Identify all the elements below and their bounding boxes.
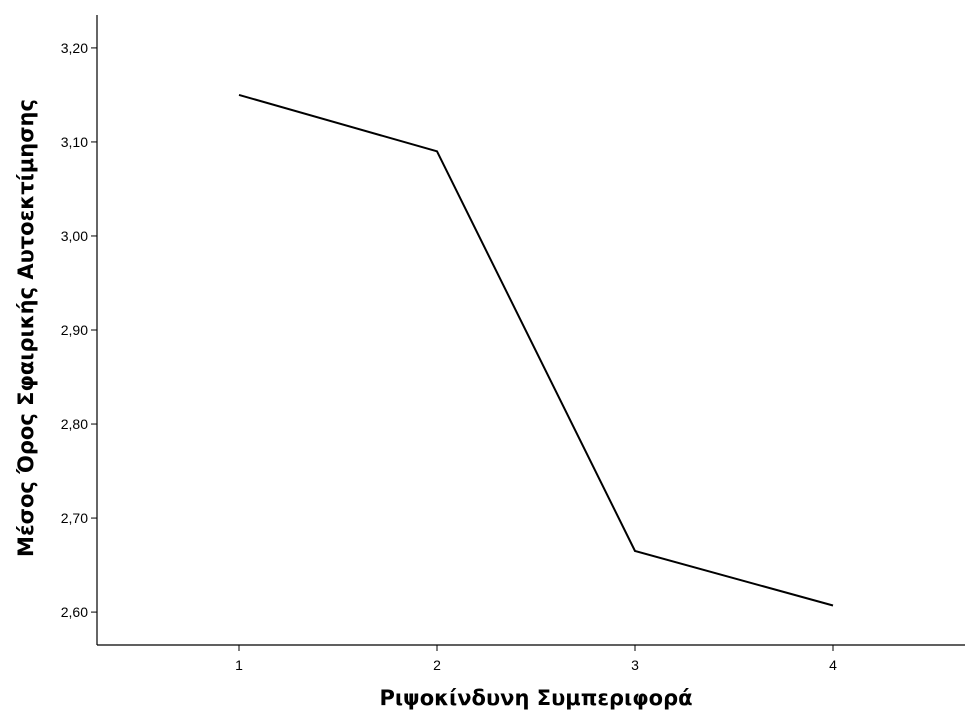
y-tick-label: 2,70 [61, 510, 88, 526]
y-axis-ticks: 2,60 2,70 2,80 2,90 3,00 3,10 3,20 [61, 40, 97, 620]
x-tick-label: 4 [829, 657, 837, 673]
x-axis-title: Ριψοκίνδυνη Συμπεριφορά [379, 686, 692, 710]
x-tick-label: 1 [235, 657, 243, 673]
y-tick-label: 2,60 [61, 604, 88, 620]
y-tick-label: 3,00 [61, 228, 88, 244]
series-group [238, 93, 834, 607]
chart-axes [96, 15, 965, 646]
x-tick-label: 2 [433, 657, 441, 673]
x-tick-label: 3 [631, 657, 639, 673]
series-line [238, 93, 834, 607]
y-tick-label: 3,20 [61, 40, 88, 56]
y-axis-title: Μέσος Όρος Σφαιρικής Αυτοεκτίμησης [14, 99, 38, 557]
y-tick-label: 3,10 [61, 134, 88, 150]
x-axis-ticks: 1 2 3 4 [235, 645, 837, 673]
y-tick-label: 2,90 [61, 322, 88, 338]
y-tick-label: 2,80 [61, 416, 88, 432]
